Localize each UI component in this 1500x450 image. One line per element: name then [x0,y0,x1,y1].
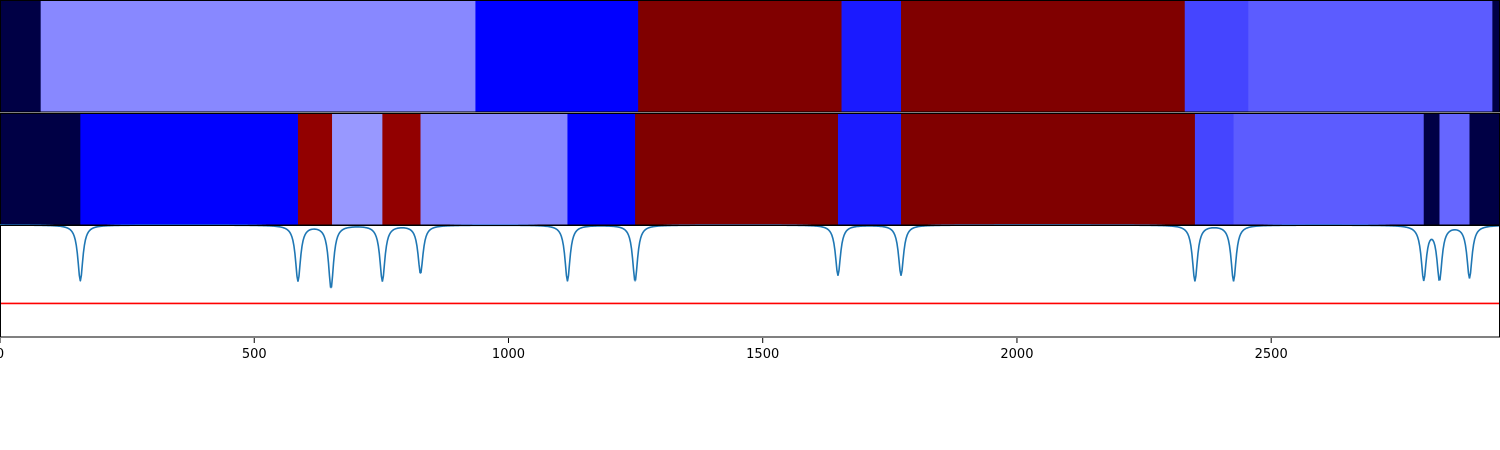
panel-2-segment-11 [1194,113,1235,225]
panel-2-segment-7 [567,113,636,225]
x-tick-label-1: 0 [0,347,4,362]
panel-2-segment-3 [297,113,333,225]
panel-1-segment-4 [638,0,843,112]
dip-point-10 [1194,280,1196,282]
panel-2-segment-13 [1423,113,1440,225]
panel-2-segment-1 [0,113,81,225]
panel-1-segment-5 [841,0,902,112]
x-tick-label-5: 2000 [1000,347,1033,362]
panel-2-segment-6 [420,113,568,225]
panels-layer [0,0,1500,338]
dip-point-1 [79,280,81,282]
panel-1-segment-6 [901,0,1186,112]
panel-2-segment-5 [382,113,422,225]
x-tick-label-2: 500 [242,347,267,362]
panel-1-segment-8 [1248,0,1493,112]
panel-2-segment-4 [332,113,383,225]
panel-2-segment-10 [901,113,1196,225]
dip-point-3 [330,287,332,289]
panel-2 [0,113,1500,226]
dip-point-7 [634,280,636,282]
x-axis: 0 500 1000 1500 2000 2500 [0,338,1288,362]
dip-point-6 [566,280,569,282]
panel-1-segment-7 [1184,0,1249,112]
dip-point-11 [1232,280,1235,282]
panel-2-segment-12 [1233,113,1425,225]
panel-1 [0,0,1500,113]
panel-2-segment-9 [837,113,902,225]
panel-1-segment-3 [475,0,639,112]
dip-point-2 [297,280,299,282]
dip-point-4 [381,280,383,282]
panel-1-segment-1 [0,0,42,112]
dip-point-12 [1423,278,1425,280]
panel-2-segment-8 [635,113,839,225]
panel-2-segment-15 [1469,113,1500,225]
dip-point-5 [419,272,422,274]
x-tick-label-6: 2500 [1255,347,1288,362]
dip-point-14 [1468,277,1471,279]
dip-point-13 [1438,278,1441,280]
x-tick-label-3: 1000 [492,347,525,362]
panel-1-segment-9 [1492,0,1500,112]
dip-point-9 [900,274,902,276]
panel-2-segment-2 [80,113,299,225]
panel-2-segment-14 [1439,113,1470,225]
panel-1-segment-2 [40,0,476,112]
x-tick-label-4: 1500 [746,347,779,362]
dip-point-8 [837,274,839,276]
